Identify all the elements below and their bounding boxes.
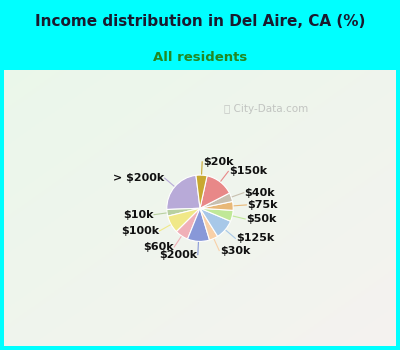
Wedge shape (188, 208, 210, 242)
Wedge shape (200, 193, 232, 208)
Text: All residents: All residents (153, 51, 247, 64)
Text: $50k: $50k (246, 214, 276, 224)
Text: $200k: $200k (159, 250, 197, 260)
Text: $30k: $30k (220, 246, 250, 256)
Text: $20k: $20k (203, 157, 233, 167)
Text: $100k: $100k (121, 226, 159, 236)
Wedge shape (200, 176, 230, 208)
Wedge shape (176, 208, 200, 239)
Wedge shape (200, 208, 218, 240)
Wedge shape (200, 208, 230, 236)
Wedge shape (168, 208, 200, 232)
Wedge shape (200, 208, 233, 221)
Text: $40k: $40k (244, 188, 275, 198)
Wedge shape (196, 175, 207, 208)
Text: $10k: $10k (123, 210, 154, 220)
Text: $60k: $60k (143, 242, 174, 252)
Text: $75k: $75k (247, 200, 277, 210)
Text: $125k: $125k (236, 233, 274, 243)
Text: Income distribution in Del Aire, CA (%): Income distribution in Del Aire, CA (%) (35, 14, 365, 28)
Text: ⓘ City-Data.com: ⓘ City-Data.com (224, 104, 308, 114)
Text: $150k: $150k (229, 166, 267, 176)
Wedge shape (200, 202, 233, 210)
Wedge shape (167, 175, 200, 210)
Wedge shape (167, 208, 200, 216)
Text: > $200k: > $200k (113, 173, 164, 183)
